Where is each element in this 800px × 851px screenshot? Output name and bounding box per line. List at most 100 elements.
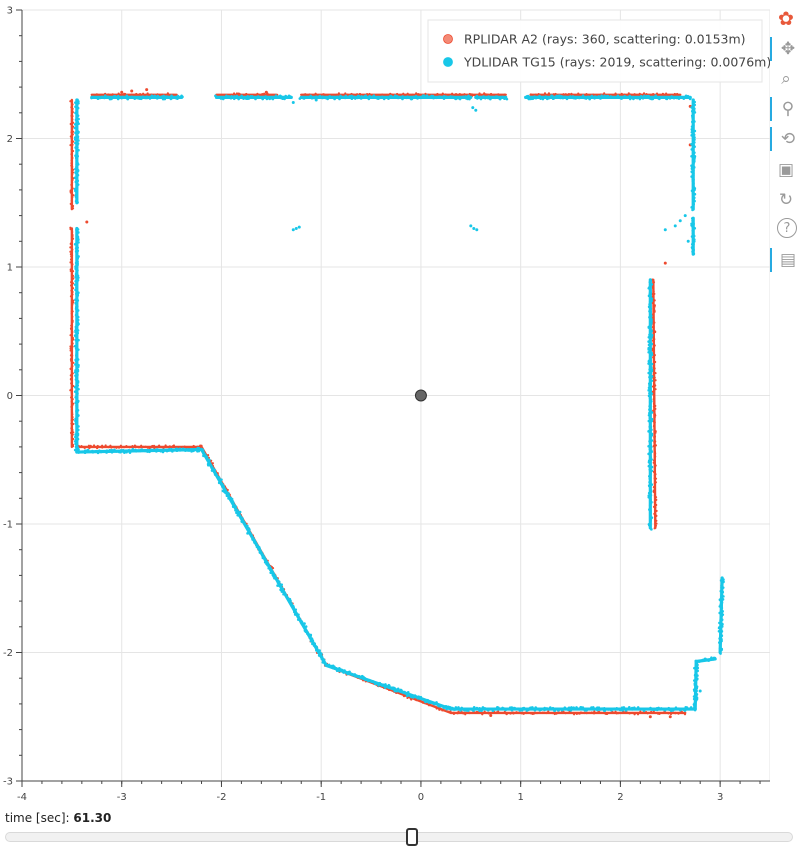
scan-point [648,340,651,343]
scan-point [221,96,225,99]
scan-point [75,111,79,115]
scan-point [75,345,79,348]
reset-icon[interactable]: ↻ [778,189,794,210]
scan-point [389,94,392,98]
x-tick-label: 3 [717,792,723,803]
scan-point [323,93,326,96]
scan-point [654,455,657,458]
scan-point [291,228,295,232]
scan-point [650,379,654,383]
scan-point [648,484,651,488]
scan-point [230,95,233,98]
scan-point [104,444,107,447]
wheel-zoom-alt-icon[interactable]: ⟲ [770,127,800,151]
pan-icon[interactable]: ✥ [770,37,800,61]
scan-point [133,444,137,447]
scan-point [539,707,542,711]
scan-point [320,655,324,658]
scan-point [146,446,150,449]
scan-point [648,375,651,379]
scan-point [648,477,652,481]
scan-point [644,711,648,714]
scan-point [691,120,694,124]
scan-point [128,446,131,449]
scan-point [322,659,325,663]
time-slider[interactable]: time [sec]: 61.30 [0,808,800,851]
scan-point [652,486,656,489]
scan-point [318,95,321,98]
scan-point [73,283,77,286]
scan-point [77,117,80,121]
scan-point [130,93,133,96]
scan-point [86,448,90,452]
scan-point [648,315,651,319]
scan-point [620,97,623,100]
scan-point [74,401,78,405]
scan-point [235,511,239,515]
scan-point [75,375,78,379]
scan-point [125,94,129,98]
scan-point [72,121,75,124]
legend-entry[interactable]: YDLIDAR TG15 (rays: 2019, scattering: 0.… [463,55,770,70]
scan-point [74,421,78,425]
scan-point [452,711,455,714]
scan-point [718,621,721,625]
scan-point [578,93,581,97]
bokeh-logo-icon[interactable]: ✿ [778,7,794,30]
scan-point [77,425,80,428]
scan-point [611,710,614,714]
scan-point [101,444,104,447]
scan-point [100,93,103,96]
legend-entry[interactable]: RPLIDAR A2 (rays: 360, scattering: 0.015… [464,32,746,47]
save-icon[interactable]: ▣ [777,159,795,180]
scan-point [76,168,80,172]
scan-point [71,127,74,130]
scan-point [109,96,113,99]
box-zoom-icon[interactable]: ⌕ [781,68,791,89]
slider-value: 61.30 [73,811,112,825]
scan-point [650,411,654,414]
scan-point [211,462,214,465]
scan-point [650,342,654,346]
scan-point [466,709,470,712]
slider-handle[interactable] [405,828,418,846]
scan-point [356,94,360,98]
scan-point [284,94,288,98]
lidar-scatter-plot[interactable]: -4 -3 -2 -1 0 1 2 3 -3 -2 -1 0 1 2 3 RPLIDAR A2 (rays:… [0,0,770,808]
scan-point [337,92,340,95]
scan-point [294,226,298,230]
scan-point [130,89,134,93]
scan-point [71,293,74,296]
scan-point [70,106,73,109]
scan-point [266,563,269,567]
slider-track[interactable] [5,832,793,842]
scan-point [378,96,382,100]
scan-point [555,94,558,98]
scan-point [676,92,679,96]
scan-point [470,93,473,96]
hover-icon[interactable]: ▤ [770,248,800,272]
scan-point [110,450,114,454]
scan-point [457,706,460,709]
scan-point [382,97,386,101]
scan-point [258,548,262,552]
scan-point [208,458,211,462]
scan-point [425,700,429,703]
scan-point [651,385,655,388]
scan-point [71,165,74,168]
scan-point [321,96,324,100]
scan-point [190,446,193,449]
scan-point [690,242,694,246]
scan-point [178,447,182,451]
scan-point [600,94,603,97]
scan-point [81,450,85,454]
scan-point [497,93,500,96]
scan-point [651,286,654,289]
wheel-zoom-icon[interactable]: ⚲ [770,97,800,121]
legend[interactable]: RPLIDAR A2 (rays: 360, scattering: 0.015… [427,19,770,83]
scan-point [406,691,410,694]
help-icon[interactable]: ? [777,218,797,238]
scan-point [272,93,275,97]
scan-point [691,191,695,195]
scan-point [653,337,656,341]
